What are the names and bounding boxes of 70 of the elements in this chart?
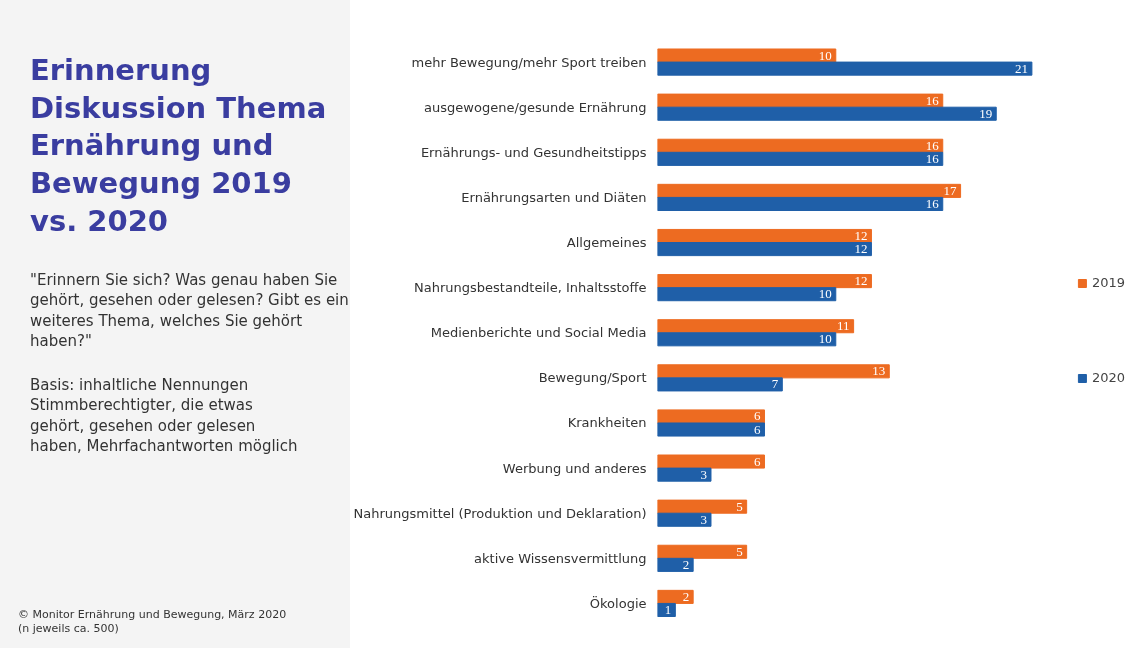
text: Basis: inhaltliche Nennungen Stimmberechtigter, die etwas gehört, gesehen oder gelesen haben, Mehrfachantworten möglich [30,375,299,456]
text: Erinnerung Diskussion Thema Ernährung und Bewegung 2019 vs. 2020 [30,52,328,240]
bar [657,499,748,514]
data-label: 5 [736,498,743,514]
data-label: 16 [925,92,940,108]
data-label: 12 [854,227,868,243]
bar [657,48,837,63]
bar [657,319,855,334]
data-label: 6 [753,421,761,437]
y-tick-label: Krankheiten [567,415,647,431]
y-tick-label: Ernährungs- und Gesundheitstipps [420,144,647,160]
data-label: 2 [682,556,690,572]
bar [657,106,997,121]
y-tick-label: Ernährungsarten und Diäten [461,189,647,205]
data-label: 21 [1014,60,1028,76]
bar [657,364,890,379]
bar [657,377,783,392]
data-label: 13 [872,363,886,379]
y-tick-label: Nahrungsbestandteile, Inhaltsstoffe [414,280,647,296]
data-label: 17 [943,182,958,198]
y-tick-label: aktive Wissensvermittlung [474,550,647,566]
y-tick-label: Ökologie [589,594,647,611]
data-label: 11 [837,318,850,334]
bar [657,467,712,482]
data-label: 3 [700,511,707,527]
y-tick-label: mehr Bewegung/mehr Sport treiben [411,54,647,70]
y-tick-label: Nahrungsmittel (Produktion und Deklaration) [353,505,647,521]
data-label: 3 [700,466,707,482]
bar [657,544,748,559]
data-label: 6 [753,408,761,424]
data-label: 19 [979,105,993,121]
bar [657,287,837,302]
data-label: 12 [854,273,868,289]
bar [657,512,712,527]
data-label: 5 [736,543,743,559]
data-label: 7 [771,376,779,392]
y-tick-label: Bewegung/Sport [538,370,647,386]
data-label: 10 [818,47,832,63]
data-label: 10 [818,286,832,302]
bar [657,242,872,257]
bar [657,332,837,347]
y-tick-label: Medienberichte und Social Media [430,325,647,341]
data-label: 12 [854,241,868,257]
data-label: 6 [753,453,761,469]
bar [657,61,1033,76]
data-label: 10 [818,331,832,347]
bar [657,409,765,424]
legend-label: 2020 [1091,370,1125,385]
y-tick-label: ausgewogene/gesunde Ernährung [424,99,647,115]
legend-label: 2019 [1091,275,1125,290]
bar [657,422,765,437]
bar [657,183,962,198]
y-tick-label: Allgemeines [566,235,647,251]
data-label: 16 [925,137,940,153]
data-label: 2 [682,588,690,604]
bar [657,228,872,244]
bar [657,274,872,289]
data-label: 16 [925,195,940,211]
data-label: 1 [664,601,672,617]
bar [657,93,944,108]
bar [657,196,944,211]
text: © Monitor Ernährung und Bewegung, März 2020 (n jeweils ca. 500) [18,608,288,637]
text: "Erinnern Sie sich? Was genau haben Sie gehört, gesehen oder gelesen? Gibt es ein weiteres Thema, welches Sie gehört haben?" [30,270,350,351]
bar [657,151,944,166]
bar [657,557,694,572]
bar [657,138,944,153]
bar [657,454,765,469]
bar [657,589,694,604]
data-label: 16 [925,150,940,166]
y-tick-label: Werbung und anderes [502,460,647,476]
